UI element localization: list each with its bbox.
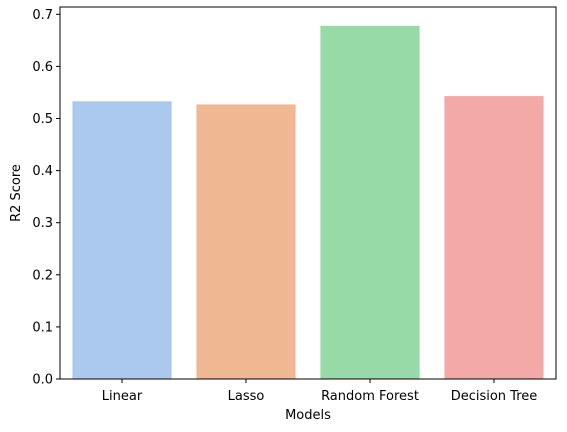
y-tick-label: 0.4 bbox=[32, 164, 53, 179]
bar-linear bbox=[72, 101, 172, 379]
y-tick-label: 0.2 bbox=[32, 268, 53, 283]
bar-decision-tree bbox=[444, 96, 544, 379]
y-tick-label: 0.6 bbox=[32, 60, 53, 75]
y-tick-label: 0.1 bbox=[32, 320, 53, 335]
x-tick-label: Linear bbox=[102, 389, 143, 404]
x-axis-label: Models bbox=[285, 408, 331, 423]
y-axis-label: R2 Score bbox=[9, 164, 24, 222]
y-tick-label: 0.3 bbox=[32, 216, 53, 231]
x-tick-label: Decision Tree bbox=[451, 389, 538, 404]
bars-group bbox=[72, 25, 544, 380]
y-tick-label: 0.5 bbox=[32, 112, 53, 127]
y-axis: 0.0 0.1 0.2 0.3 0.4 0.5 0.6 0.7 bbox=[32, 8, 60, 388]
bar-random-forest bbox=[320, 25, 420, 380]
y-tick-label: 0.0 bbox=[32, 373, 53, 388]
x-tick-label: Random Forest bbox=[321, 389, 419, 404]
plot-frame bbox=[59, 6, 557, 380]
bar-lasso bbox=[196, 104, 296, 379]
x-tick-label: Lasso bbox=[228, 389, 265, 404]
x-axis: Linear Lasso Random Forest Decision Tree bbox=[102, 379, 537, 404]
y-tick-label: 0.7 bbox=[32, 8, 53, 23]
